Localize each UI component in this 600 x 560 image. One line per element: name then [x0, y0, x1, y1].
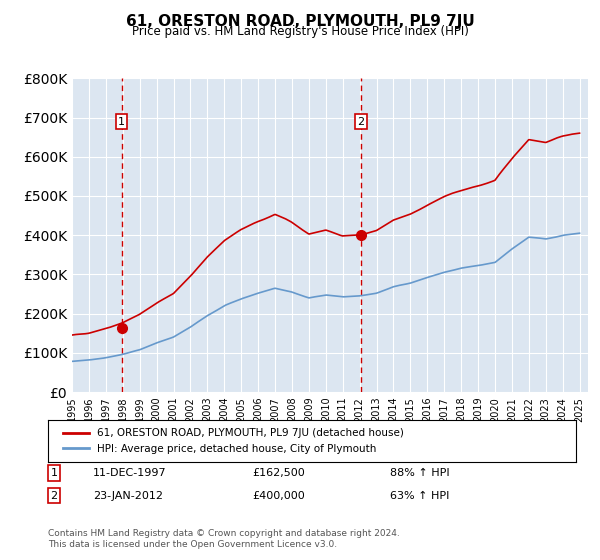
- Text: 1: 1: [118, 116, 125, 127]
- Text: 1: 1: [50, 468, 58, 478]
- Text: Price paid vs. HM Land Registry's House Price Index (HPI): Price paid vs. HM Land Registry's House …: [131, 25, 469, 38]
- Text: £162,500: £162,500: [252, 468, 305, 478]
- Text: £400,000: £400,000: [252, 491, 305, 501]
- Text: 2: 2: [357, 116, 364, 127]
- Legend: 61, ORESTON ROAD, PLYMOUTH, PL9 7JU (detached house), HPI: Average price, detach: 61, ORESTON ROAD, PLYMOUTH, PL9 7JU (det…: [58, 424, 408, 458]
- Text: Contains HM Land Registry data © Crown copyright and database right 2024.
This d: Contains HM Land Registry data © Crown c…: [48, 529, 400, 549]
- Text: 88% ↑ HPI: 88% ↑ HPI: [390, 468, 449, 478]
- Text: 2: 2: [50, 491, 58, 501]
- Text: 11-DEC-1997: 11-DEC-1997: [93, 468, 167, 478]
- Text: 61, ORESTON ROAD, PLYMOUTH, PL9 7JU: 61, ORESTON ROAD, PLYMOUTH, PL9 7JU: [125, 14, 475, 29]
- Text: 63% ↑ HPI: 63% ↑ HPI: [390, 491, 449, 501]
- Text: 23-JAN-2012: 23-JAN-2012: [93, 491, 163, 501]
